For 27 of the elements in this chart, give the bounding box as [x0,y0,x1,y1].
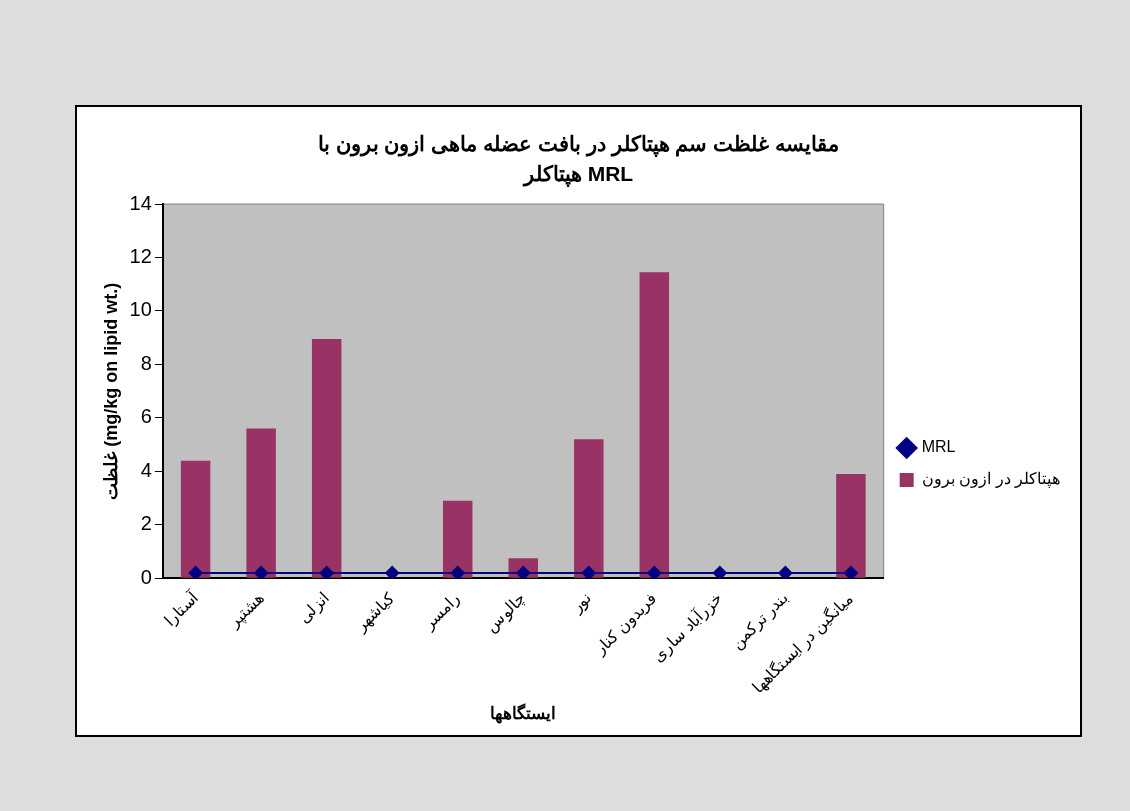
y-tick-label: 10 [129,298,152,321]
bar [442,500,473,578]
x-tick-label: آستارا [159,586,203,630]
y-tick-label: 12 [129,244,152,267]
x-tick-label: رامسر [419,589,464,634]
x-tick-label: چالوس [482,589,530,637]
y-tick-label: 4 [140,458,152,481]
y-tick-label: 8 [140,351,152,374]
legend-label: MRL [921,438,956,456]
y-tick-label: 2 [140,512,152,535]
y-axis-title: غلظت (mg/kg on lipid wt.) [100,282,121,500]
bar [639,272,670,578]
x-tick-label: کیاشهر [351,589,399,637]
x-tick-label: نور [567,589,595,617]
legend-label: هپتاکلر در ازون برون [921,470,1061,489]
y-tick-label: 0 [140,565,152,588]
x-tick-label: هشتپر [224,589,268,632]
y-tick-label: 6 [140,405,152,428]
bar [180,460,211,578]
chart-title: مقایسه غلظت سم هپتاکلر در بافت عضله ماهی ازون برون با MRL هپتاکلر [316,131,841,189]
x-tick-label: انزلی [295,589,333,627]
bar [574,439,604,578]
bar [311,339,342,578]
bar [246,428,276,578]
y-tick-label: 14 [129,191,152,214]
x-axis-title: ایستگاهها [490,703,557,725]
bar [836,474,866,578]
